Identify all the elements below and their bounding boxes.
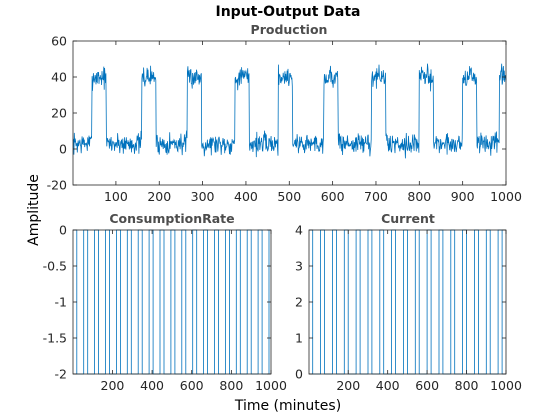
consumption-rate-ytick-label: -2 (55, 367, 67, 382)
production-xtick-label: 300 (191, 189, 215, 204)
current-title: Current (381, 211, 435, 226)
figure-suptitle: Input-Output Data (216, 4, 361, 20)
current-xtick-label: 1000 (490, 378, 522, 393)
production-ytick-label: 0 (59, 142, 67, 157)
production-xtick-label: 700 (364, 189, 388, 204)
production-ytick-label: -20 (47, 178, 67, 193)
production-xtick-label: 1000 (490, 189, 522, 204)
production-panel: Production 100 200 300 400 500 600 700 800 900 10… (47, 22, 522, 204)
production-ytick-label: 40 (51, 70, 67, 85)
current-ytick-label: 4 (295, 223, 303, 238)
current-xtick-label: 600 (415, 378, 439, 393)
production-xtick-label: 900 (451, 189, 475, 204)
figure-ylabel: Amplitude (26, 174, 42, 246)
current-series-line (309, 229, 506, 375)
consumption-rate-xtick-label: 200 (101, 378, 125, 393)
consumption-rate-ytick-label: 0 (59, 223, 67, 238)
production-xtick-label: 200 (147, 189, 171, 204)
production-ytick-label: 20 (51, 106, 67, 121)
current-xtick-label: 200 (336, 378, 360, 393)
production-axes-box (72, 40, 507, 186)
production-xtick-label: 800 (407, 189, 431, 204)
production-xtick-label: 500 (277, 189, 301, 204)
current-xtick-label: 400 (376, 378, 400, 393)
consumption-rate-ytick-label: -0.5 (43, 259, 67, 274)
consumption-rate-title: ConsumptionRate (109, 211, 234, 226)
current-ytick-label: 1 (295, 331, 303, 346)
current-ytick-label: 3 (295, 259, 303, 274)
production-ytick-label: 60 (51, 34, 67, 49)
production-title: Production (251, 22, 328, 37)
consumption-rate-axes-box (72, 229, 272, 375)
production-xtick-label: 100 (104, 189, 128, 204)
consumption-rate-xtick-label: 400 (140, 378, 164, 393)
consumption-rate-xtick-label: 800 (219, 378, 243, 393)
current-ytick-label: 0 (295, 367, 303, 382)
current-xtick-label: 800 (455, 378, 479, 393)
consumption-rate-ytick-label: -1.5 (43, 331, 67, 346)
consumption-rate-ytick-label: -1 (55, 295, 67, 310)
production-xtick-label: 600 (321, 189, 345, 204)
current-ytick-label: 2 (295, 295, 303, 310)
production-xtick-label: 400 (234, 189, 258, 204)
consumption-rate-xtick-label: 600 (180, 378, 204, 393)
consumption-rate-series-line (73, 229, 271, 375)
production-series-line (72, 63, 507, 159)
figure-xlabel: Time (minutes) (234, 398, 341, 414)
consumption-rate-xtick-label: 1000 (255, 378, 287, 393)
current-panel: Current 200 400 600 800 1000 0 1 2 3 4 (295, 211, 522, 393)
consumption-rate-panel: ConsumptionRate 200 400 600 800 1000 -2 -1.5 -1… (43, 211, 287, 393)
